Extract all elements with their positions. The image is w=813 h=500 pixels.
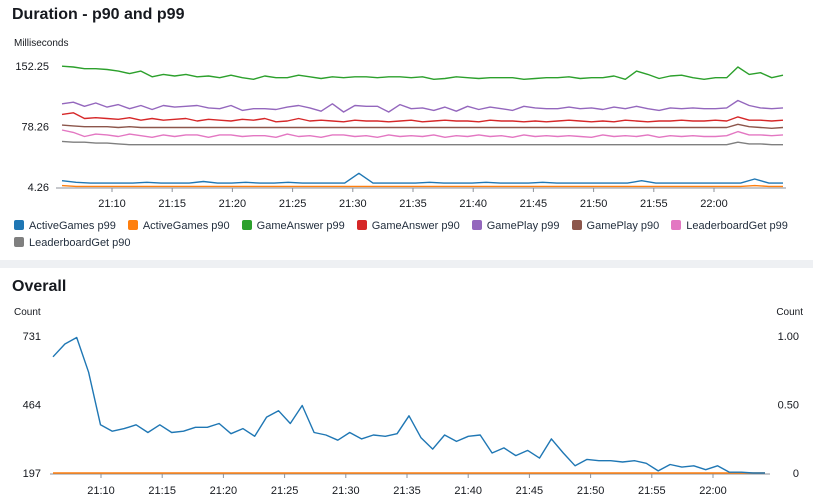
x-tick-label: 21:35 bbox=[393, 485, 421, 497]
legend-swatch bbox=[14, 237, 24, 247]
series-line-gameplay-p99 bbox=[61, 99, 784, 113]
legend-item[interactable]: LeaderboardGet p90 bbox=[14, 235, 131, 252]
x-tick-label: 21:15 bbox=[148, 485, 176, 497]
series-line-activegames-p99 bbox=[52, 336, 765, 474]
y-tick-label: 78.26 bbox=[21, 122, 49, 134]
x-tick-label: 21:25 bbox=[271, 485, 299, 497]
legend-swatch bbox=[571, 220, 582, 230]
y-axis-label: Milliseconds bbox=[14, 38, 68, 49]
duration-chart-title: Duration - p90 and p99 bbox=[12, 6, 185, 23]
y2-tick-label: 0.50 bbox=[778, 400, 799, 412]
legend-label: ActiveGames p90 bbox=[142, 220, 230, 232]
x-tick-label: 22:00 bbox=[700, 198, 728, 210]
series-line-activegames-p90 bbox=[61, 184, 783, 188]
x-tick-label: 21:30 bbox=[339, 198, 367, 210]
legend-label: ActiveGames p99 bbox=[29, 220, 116, 232]
x-tick-label: 21:55 bbox=[640, 198, 668, 210]
x-tick-label: 21:50 bbox=[580, 198, 608, 210]
series-line-leaderboardget-p90 bbox=[61, 140, 783, 146]
legend-item[interactable]: GamePlay p99 bbox=[471, 218, 560, 235]
x-tick-label: 21:55 bbox=[638, 485, 666, 497]
x-tick-label: 21:30 bbox=[332, 485, 360, 497]
x-tick-label: 21:20 bbox=[210, 485, 238, 497]
y2-tick-label: 1.00 bbox=[778, 331, 799, 343]
x-tick-label: 21:35 bbox=[399, 198, 427, 210]
legend-swatch bbox=[127, 220, 138, 230]
overall-chart: Count Count 731 464 197 1.00 0.50 0 21:10 21:15 21… bbox=[14, 307, 803, 497]
x-tick-label: 21:20 bbox=[219, 198, 247, 210]
legend-label: GamePlay p90 bbox=[586, 220, 660, 232]
x-tick-label: 21:10 bbox=[98, 198, 126, 210]
legend-item[interactable]: GameAnswer p99 bbox=[241, 218, 345, 235]
y-tick-label: 152.25 bbox=[15, 61, 49, 73]
legend-item[interactable]: ActiveGames p90 bbox=[127, 218, 230, 235]
x-tick-label: 21:40 bbox=[454, 485, 482, 497]
y-tick-label: 197 bbox=[23, 468, 41, 480]
legend-label: GameAnswer p90 bbox=[371, 220, 460, 232]
legend-label: LeaderboardGet p99 bbox=[686, 220, 788, 232]
y2-tick-label: 0 bbox=[793, 468, 799, 480]
legend-label: GameAnswer p99 bbox=[256, 220, 345, 232]
legend-swatch bbox=[471, 220, 482, 230]
legend-item[interactable]: GameAnswer p90 bbox=[356, 218, 460, 235]
series-line-gameplay-p90 bbox=[61, 123, 784, 130]
series-line-gameanswer-p99 bbox=[61, 65, 784, 81]
x-tick-label: 21:10 bbox=[87, 485, 115, 497]
x-tick-label: 21:45 bbox=[520, 198, 548, 210]
legend-item[interactable]: GamePlay p90 bbox=[571, 218, 660, 235]
legend-swatch bbox=[671, 220, 682, 230]
x-tick-label: 21:50 bbox=[577, 485, 605, 497]
y-axis-label: Count bbox=[14, 307, 41, 318]
y-tick-label: 464 bbox=[23, 400, 41, 412]
overall-chart-title: Overall bbox=[12, 278, 67, 295]
legend-item[interactable]: LeaderboardGet p99 bbox=[671, 218, 788, 235]
legend-label: GamePlay p99 bbox=[486, 220, 560, 232]
x-tick-label: 21:40 bbox=[459, 198, 487, 210]
overall-panel: Overall Count Count 731 464 197 1.00 0.50 0 21:1… bbox=[0, 268, 813, 500]
x-tick-label: 22:00 bbox=[699, 485, 727, 497]
legend-item[interactable]: ActiveGames p99 bbox=[14, 218, 116, 235]
x-tick-label: 21:45 bbox=[516, 485, 544, 497]
series-line-activegames-p99 bbox=[61, 172, 783, 184]
series-line-gameanswer-p90 bbox=[61, 112, 784, 123]
y-tick-label: 731 bbox=[23, 331, 41, 343]
legend-swatch bbox=[356, 220, 367, 230]
x-tick-label: 21:25 bbox=[279, 198, 307, 210]
x-tick-label: 21:15 bbox=[158, 198, 186, 210]
duration-legend: ActiveGames p99 ActiveGames p90 GameAnswer… bbox=[14, 218, 804, 252]
duration-chart: Milliseconds 152.25 78.26 4.26 21:10 21:15 21:… bbox=[14, 38, 786, 210]
y2-axis-label: Count bbox=[776, 307, 803, 318]
legend-swatch bbox=[241, 220, 252, 230]
series-line-leaderboardget-p99 bbox=[61, 129, 784, 139]
legend-label: LeaderboardGet p90 bbox=[29, 237, 131, 249]
duration-panel: Duration - p90 and p99 Milliseconds 152.2… bbox=[0, 0, 813, 260]
y-tick-label: 4.26 bbox=[28, 182, 49, 194]
legend-swatch bbox=[14, 220, 24, 230]
